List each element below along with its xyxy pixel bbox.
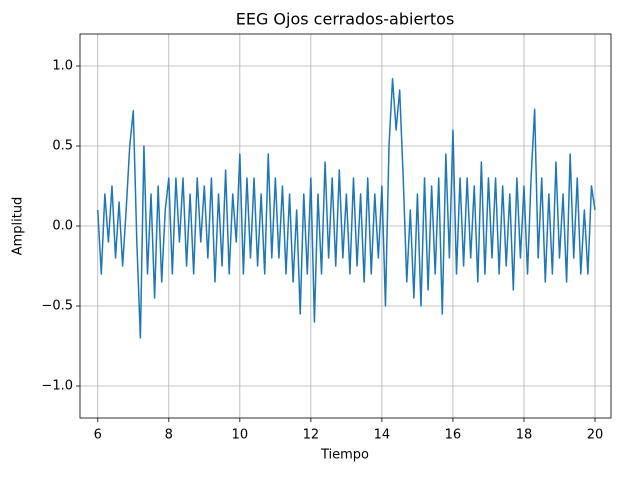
x-tick-label: 12: [303, 428, 320, 443]
x-tick-label: 8: [165, 428, 173, 443]
x-tick-label: 18: [516, 428, 533, 443]
y-tick-label: −1.0: [41, 379, 73, 394]
y-tick-label: 0.0: [52, 219, 73, 234]
x-tick-label: 16: [445, 428, 462, 443]
chart-title: EEG Ojos cerrados-abiertos: [236, 10, 455, 29]
x-tick-label: 10: [232, 428, 249, 443]
y-axis-label: Amplitud: [11, 197, 26, 256]
x-axis-label: Tiempo: [320, 448, 369, 463]
x-tick-label: 6: [94, 428, 102, 443]
y-tick-label: −0.5: [41, 299, 73, 314]
y-tick-label: 0.5: [52, 139, 73, 154]
data-line: [97, 78, 596, 339]
x-tick-label: 20: [587, 428, 604, 443]
plot-frame: [79, 33, 612, 419]
x-tick-label: 14: [374, 428, 391, 443]
y-tick-label: 1.0: [52, 59, 73, 74]
